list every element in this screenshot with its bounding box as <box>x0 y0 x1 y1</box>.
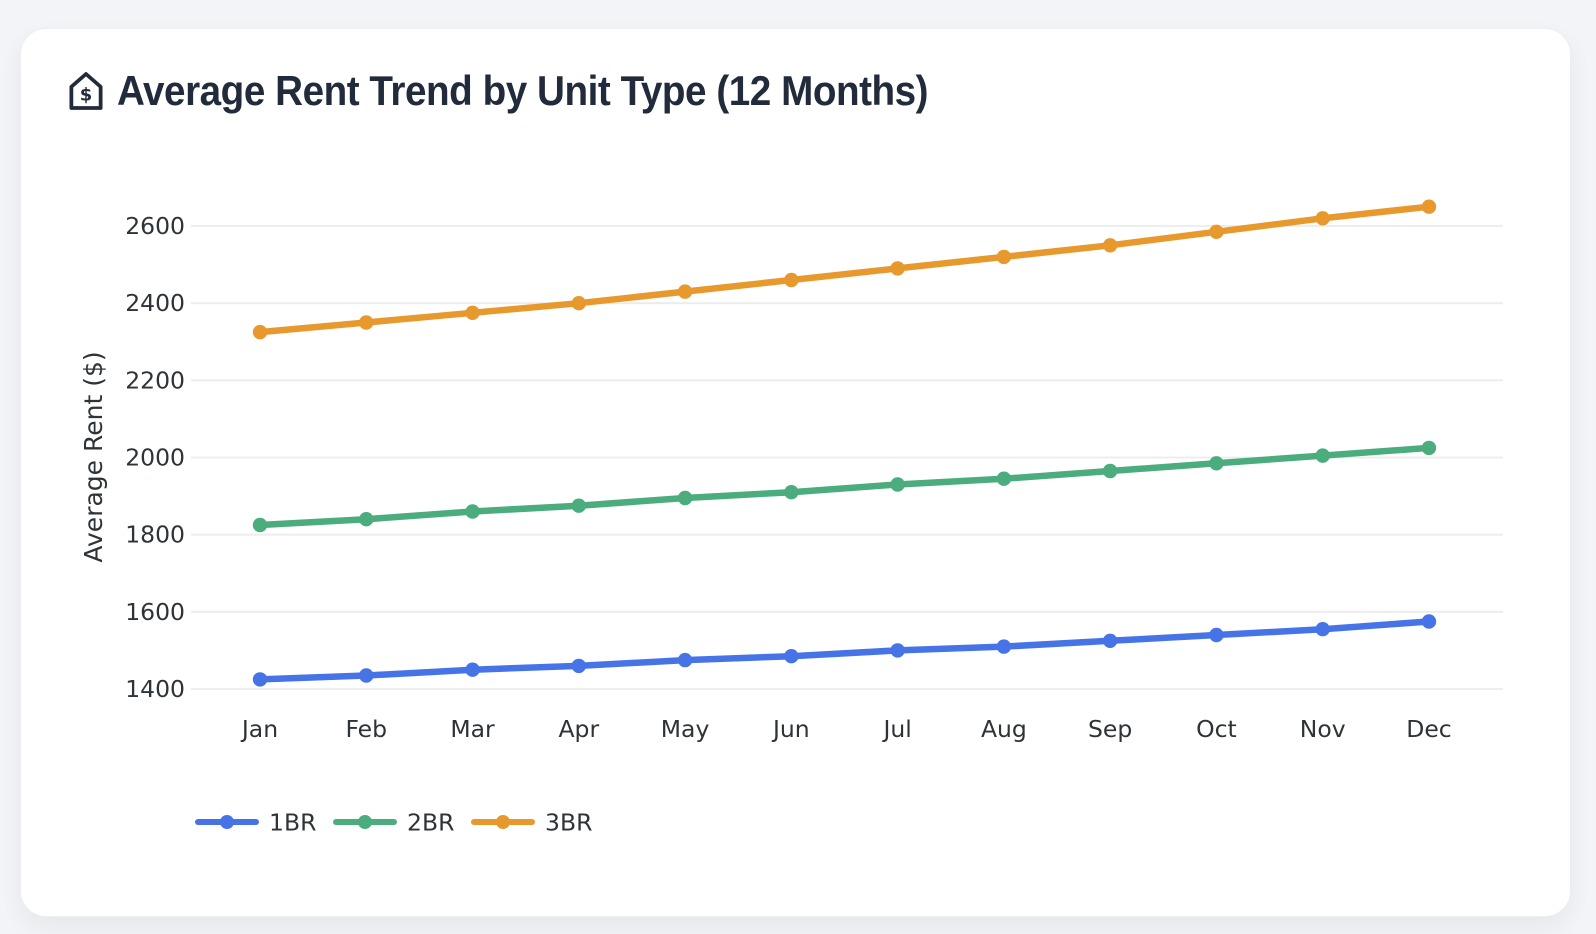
data-point-1BR-Jan <box>252 672 268 687</box>
y-tick-label: 2400 <box>125 289 185 317</box>
data-point-3BR-May <box>677 284 693 299</box>
chart-header: $ Average Rent Trend by Unit Type (12 Mo… <box>69 67 999 115</box>
y-tick-label: 2200 <box>125 366 185 394</box>
data-point-1BR-Mar <box>465 662 480 677</box>
data-point-3BR-Nov <box>1315 211 1330 226</box>
data-point-2BR-Jul <box>890 477 905 492</box>
data-point-1BR-Jul <box>890 643 905 658</box>
x-tick-label: Nov <box>1300 715 1346 743</box>
data-point-2BR-Aug <box>996 471 1012 486</box>
series-line-1BR <box>256 618 1433 683</box>
series-line-2BR <box>256 444 1433 529</box>
y-tick-label: 2000 <box>125 444 185 472</box>
x-tick-label: Aug <box>981 715 1027 743</box>
y-tick-label: 2600 <box>125 212 185 240</box>
x-tick-label: Jan <box>240 715 278 743</box>
svg-text:$: $ <box>80 84 92 105</box>
series-line-3BR <box>256 203 1433 336</box>
data-point-3BR-Jul <box>890 261 905 276</box>
data-point-3BR-Sep <box>1102 238 1118 253</box>
data-point-1BR-Aug <box>996 639 1012 654</box>
data-point-3BR-Jun <box>784 272 799 288</box>
x-tick-label: Jun <box>771 715 810 743</box>
chart-card: $ Average Rent Trend by Unit Type (12 Mo… <box>20 28 1571 917</box>
legend-marker-2BR <box>358 815 372 829</box>
data-point-2BR-Mar <box>465 504 480 519</box>
data-point-2BR-Jan <box>252 517 268 533</box>
data-point-1BR-Sep <box>1102 633 1118 648</box>
data-point-2BR-Dec <box>1421 440 1437 456</box>
legend-label-3BR: 3BR <box>545 809 592 837</box>
legend-marker-1BR <box>220 815 234 829</box>
x-tick-label: Feb <box>345 715 387 743</box>
data-point-2BR-Apr <box>571 498 587 513</box>
data-point-1BR-Jun <box>784 649 799 664</box>
data-point-2BR-Nov <box>1315 448 1330 463</box>
data-point-1BR-Nov <box>1315 622 1330 637</box>
chart-title: Average Rent Trend by Unit Type (12 Mont… <box>117 67 929 114</box>
y-tick-label: 1400 <box>125 675 185 703</box>
data-point-1BR-Oct <box>1209 627 1224 643</box>
legend-marker-3BR <box>496 815 510 829</box>
data-point-2BR-Feb <box>359 512 374 527</box>
data-point-3BR-Apr <box>571 296 587 311</box>
x-tick-label: Dec <box>1406 715 1451 743</box>
y-tick-label: 1800 <box>125 521 185 549</box>
data-point-1BR-Feb <box>359 668 374 683</box>
data-point-3BR-Jan <box>252 324 268 340</box>
data-point-2BR-Sep <box>1102 463 1118 479</box>
data-point-1BR-Apr <box>571 658 587 674</box>
y-tick-label: 1600 <box>125 598 185 626</box>
data-point-3BR-Aug <box>996 249 1012 265</box>
data-point-3BR-Oct <box>1209 224 1224 239</box>
data-point-3BR-Feb <box>359 315 374 330</box>
legend-label-2BR: 2BR <box>407 809 454 837</box>
x-tick-label: May <box>661 715 710 743</box>
x-tick-label: Mar <box>450 715 495 743</box>
x-tick-label: Sep <box>1088 715 1132 743</box>
y-axis-title: Average Rent ($) <box>79 351 108 562</box>
data-point-2BR-May <box>677 490 693 506</box>
x-tick-label: Oct <box>1196 715 1237 743</box>
data-point-2BR-Oct <box>1209 456 1224 471</box>
data-point-1BR-May <box>677 652 693 668</box>
data-point-3BR-Mar <box>465 305 480 320</box>
rent-trend-line-chart: 1400 1600 1800 2000 2200 2400 2600 Average Rent… <box>79 199 1503 837</box>
x-tick-label: Apr <box>558 715 599 743</box>
x-tick-label: Jul <box>881 715 911 743</box>
data-point-1BR-Dec <box>1421 614 1437 629</box>
data-point-3BR-Dec <box>1421 199 1437 214</box>
legend-label-1BR: 1BR <box>269 809 316 837</box>
house-dollar-icon: $ <box>69 72 103 110</box>
data-point-2BR-Jun <box>784 485 799 500</box>
